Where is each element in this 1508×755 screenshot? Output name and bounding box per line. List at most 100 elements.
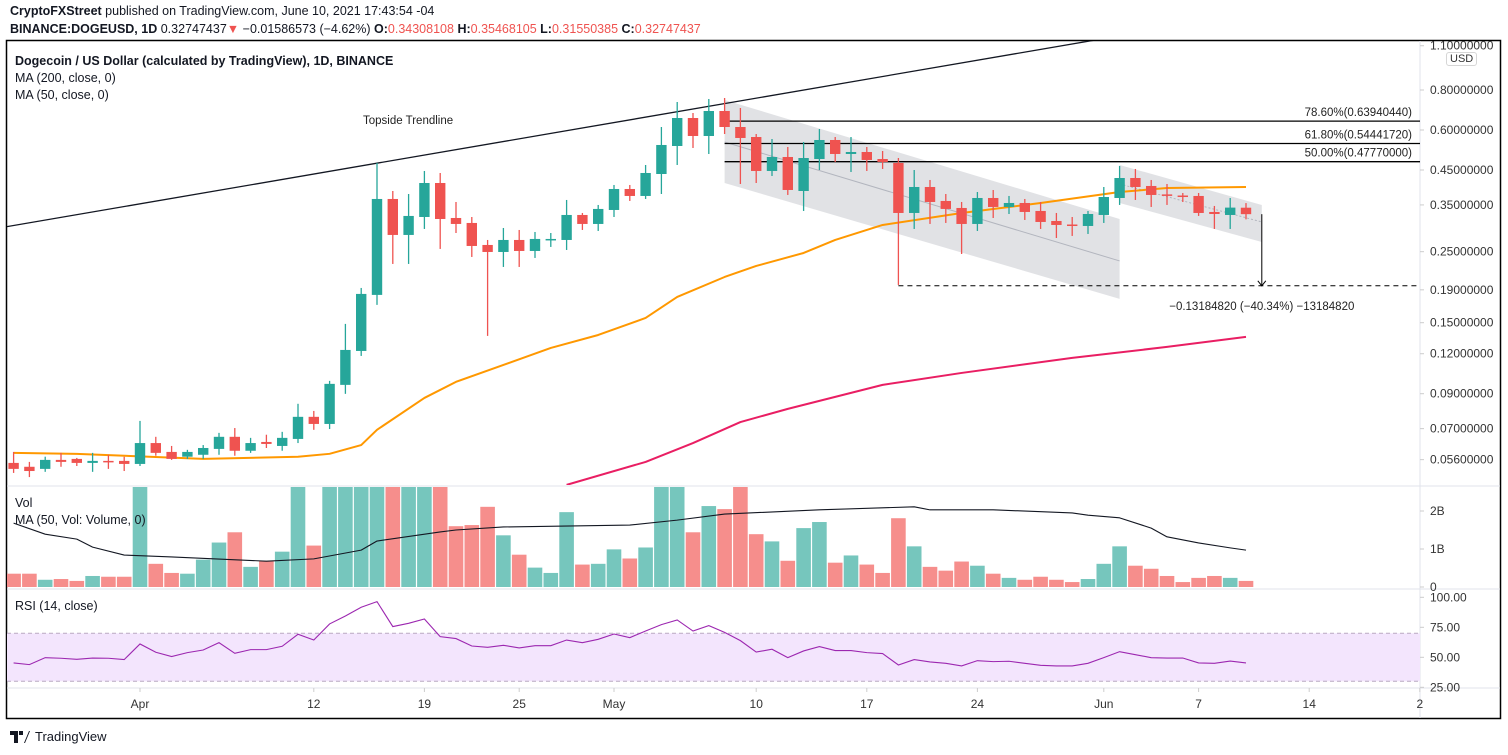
- volume-ma-line: [13, 506, 1247, 562]
- candle: [1098, 186, 1109, 223]
- price-axis-label: 0.07000000: [1430, 422, 1494, 436]
- candle: [435, 172, 446, 249]
- volume-bar: [654, 487, 669, 587]
- candle-body: [751, 137, 762, 171]
- candle: [893, 158, 904, 285]
- candle-body: [782, 156, 793, 190]
- candle-body: [340, 349, 351, 385]
- candle: [577, 212, 588, 230]
- candle: [956, 201, 967, 254]
- legend-ma50[interactable]: MA (50, close, 0): [15, 88, 109, 102]
- last-price: 0.32747437: [160, 22, 227, 36]
- candle: [466, 216, 477, 257]
- time-axis-label: 24: [971, 697, 985, 711]
- volume-bar: [780, 560, 796, 587]
- price-axis-label: 0.15000000: [1430, 316, 1494, 330]
- volume-bar: [748, 534, 764, 587]
- price-axis-label: 0.25000000: [1430, 245, 1494, 259]
- ma200-line: [566, 335, 1247, 485]
- volume-bar: [543, 572, 559, 587]
- candle: [498, 227, 509, 267]
- candle: [719, 97, 730, 134]
- time-axis-label: 17: [860, 697, 874, 711]
- candle-body: [1035, 210, 1046, 222]
- fib-level-label: 61.80%(0.54441720): [1305, 130, 1413, 142]
- candle: [972, 191, 983, 231]
- low-label: L:: [540, 22, 552, 36]
- candle: [356, 287, 367, 356]
- candle-body: [71, 458, 82, 463]
- volume-bar: [432, 487, 448, 587]
- candle-body: [450, 217, 462, 224]
- volume-bar: [843, 555, 859, 587]
- candle-body: [514, 239, 525, 251]
- legend-ma200[interactable]: MA (200, close, 0): [15, 71, 116, 85]
- publisher-name[interactable]: CryptoFXStreet: [10, 4, 102, 18]
- candle-body: [529, 238, 541, 251]
- candle: [371, 162, 383, 305]
- candle: [1193, 192, 1204, 216]
- volume-bar: [859, 564, 875, 587]
- candle-body: [561, 214, 572, 240]
- candle: [403, 194, 414, 264]
- candle: [24, 461, 35, 478]
- legend-rsi[interactable]: RSI (14, close): [15, 599, 98, 613]
- legend-volume-ma[interactable]: MA (50, Vol: Volume, 0): [15, 513, 146, 527]
- price-axis-label: 0.80000000: [1430, 83, 1494, 97]
- candle-body: [1067, 224, 1078, 227]
- volume-bar: [1191, 577, 1206, 587]
- volume-bar: [7, 573, 21, 587]
- price-axis-label: 0.05600000: [1430, 453, 1494, 467]
- candle-body: [735, 126, 746, 138]
- volume-bar: [1238, 580, 1254, 587]
- down-arrow-icon: ▼: [226, 22, 240, 36]
- legend-volume[interactable]: Vol: [15, 496, 33, 510]
- candle-body: [292, 416, 304, 439]
- candle-body: [703, 110, 714, 136]
- currency-badge[interactable]: USD: [1446, 52, 1478, 66]
- candle-body: [166, 451, 177, 459]
- volume-bar: [306, 545, 322, 587]
- publish-line: CryptoFXStreet published on TradingView.…: [10, 4, 434, 18]
- candle-body: [845, 151, 857, 154]
- volume-bar: [1112, 546, 1127, 587]
- footer-brand[interactable]: TradingView: [10, 729, 107, 744]
- candle-body: [435, 182, 446, 219]
- price-change: −0.01586573 (−4.62%): [242, 22, 371, 36]
- candle: [1146, 179, 1157, 207]
- volume-bar: [85, 575, 100, 587]
- rsi-band: [7, 633, 1420, 682]
- time-axis-label: 14: [1303, 697, 1317, 711]
- volume-bar: [195, 559, 211, 587]
- volume-bar: [1143, 568, 1159, 587]
- candle-body: [466, 222, 477, 246]
- candle-body: [877, 159, 888, 162]
- tradingview-logo-icon: [10, 730, 30, 743]
- candle: [1035, 201, 1046, 229]
- volume-bar: [638, 547, 653, 587]
- volume-bar: [259, 560, 274, 587]
- candle: [798, 141, 809, 211]
- volume-bar: [906, 546, 922, 587]
- price-axis-label: 0.45000000: [1430, 163, 1494, 177]
- candle: [119, 456, 130, 472]
- volume-bar: [116, 576, 132, 587]
- arrow-head-icon: [1257, 280, 1267, 287]
- volume-bar: [1033, 576, 1048, 587]
- candle: [55, 452, 67, 467]
- candle-body: [24, 466, 35, 472]
- fib-level-label: 78.60%(0.63940440): [1305, 107, 1413, 119]
- candle: [182, 449, 193, 459]
- candle: [213, 432, 225, 455]
- volume-bar: [338, 487, 353, 587]
- candle-body: [40, 459, 51, 469]
- measure-label: −0.13184820 (−40.34%) −13184820: [1169, 301, 1354, 313]
- candle: [450, 201, 462, 233]
- candle: [1067, 216, 1078, 236]
- candle-body: [261, 441, 272, 444]
- volume-bar: [970, 565, 985, 587]
- candle: [324, 380, 335, 430]
- volume-bar: [417, 487, 432, 587]
- candle-body: [1019, 202, 1030, 212]
